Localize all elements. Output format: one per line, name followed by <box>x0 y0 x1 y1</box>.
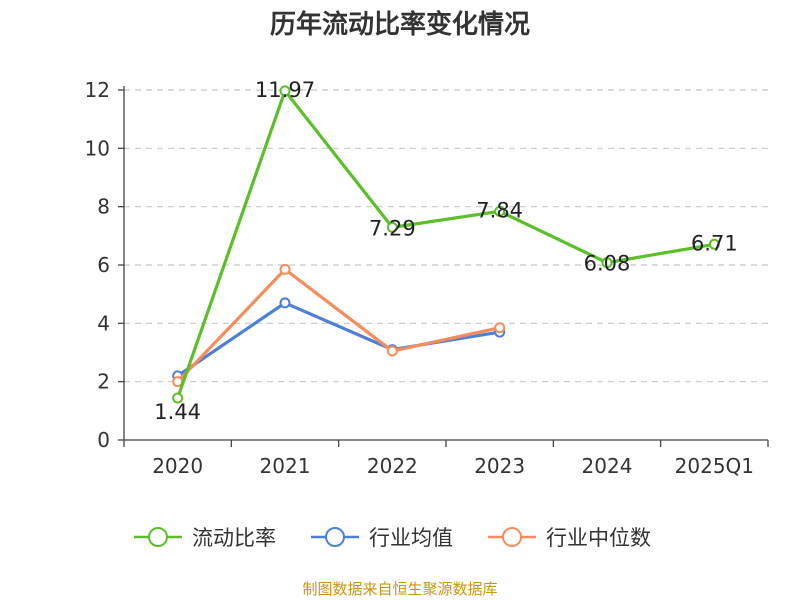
data-point <box>386 345 398 357</box>
data-point <box>279 297 291 309</box>
legend-label: 行业中位数 <box>546 526 651 550</box>
data-point <box>494 322 506 334</box>
data-label: 11.97 <box>255 78 315 102</box>
x-tick-label: 2022 <box>367 454 418 478</box>
y-tick-label: 10 <box>85 136 110 160</box>
legend-label: 流动比率 <box>192 526 276 550</box>
legend-marker <box>502 527 522 547</box>
legend-label: 行业均值 <box>369 526 453 550</box>
series-line-0 <box>176 89 715 399</box>
x-tick-label: 2024 <box>582 454 633 478</box>
x-tick-label: 2023 <box>474 454 525 478</box>
y-tick-label: 2 <box>97 370 110 394</box>
x-tick-label: 2025Q1 <box>675 454 754 478</box>
y-tick-label: 4 <box>97 311 110 335</box>
y-tick-label: 8 <box>97 195 110 219</box>
data-source-footer: 制图数据来自恒生聚源数据库 <box>302 580 498 598</box>
x-tick-label: 2020 <box>152 454 203 478</box>
data-label: 1.44 <box>154 400 201 424</box>
data-point <box>601 257 613 269</box>
legend-marker <box>148 527 168 547</box>
data-point <box>386 221 398 233</box>
data-point <box>279 85 291 97</box>
y-tick-label: 0 <box>97 428 110 452</box>
data-label: 6.71 <box>691 231 738 255</box>
data-point <box>172 392 184 404</box>
series-line-2 <box>176 267 501 383</box>
x-tick-label: 2021 <box>260 454 311 478</box>
data-label: 7.29 <box>369 216 416 240</box>
y-tick-label: 12 <box>85 78 110 102</box>
data-point <box>494 205 506 217</box>
legend-marker <box>325 527 345 547</box>
y-tick-label: 6 <box>97 253 110 277</box>
chart-title: 历年流动比率变化情况 <box>269 10 530 40</box>
data-label: 6.08 <box>584 252 631 276</box>
data-point <box>279 263 291 275</box>
data-point <box>708 238 720 250</box>
data-label: 7.84 <box>476 198 523 222</box>
